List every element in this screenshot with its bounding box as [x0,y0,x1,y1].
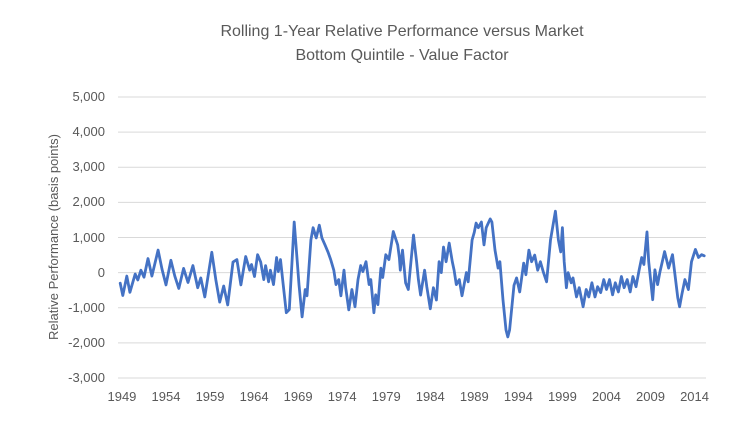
x-tick-label: 1989 [459,389,489,404]
x-tick-label: 1959 [195,389,225,404]
x-tick-label: 1969 [283,389,313,404]
chart-title-line2: Bottom Quintile - Value Factor [295,47,509,64]
y-tick-label: 0 [97,264,105,280]
y-tick-label: 2,000 [72,194,105,210]
performance-line [118,209,706,339]
x-tick-label: 1974 [327,389,357,404]
x-tick-label: 1984 [415,389,445,404]
y-tick-label: -2,000 [68,334,105,350]
y-tick-label: -1,000 [68,299,105,315]
y-tick-label: 3,000 [72,159,105,175]
x-tick-label: 2004 [591,389,621,404]
y-tick-label: 1,000 [72,229,105,245]
x-tick-label: 1999 [547,389,577,404]
x-tick-label: 1949 [107,389,137,404]
y-tick-label: 4,000 [72,124,105,140]
x-tick-label: 1964 [239,389,269,404]
x-tick-label: 1994 [503,389,533,404]
y-tick-label: -3,000 [68,370,105,385]
chart-title-line1: Rolling 1-Year Relative Performance vers… [220,23,584,40]
x-tick-label: 2014 [680,389,709,404]
x-tick-label: 2009 [636,389,665,404]
x-tick-label: 1954 [151,389,181,404]
y-tick-label: 5,000 [72,89,105,104]
chart-title: Rolling 1-Year Relative Performance vers… [54,20,750,68]
x-tick-label: 1979 [371,389,401,404]
